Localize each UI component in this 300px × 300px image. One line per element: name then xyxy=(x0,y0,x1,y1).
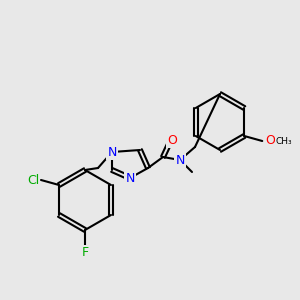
Text: CH₃: CH₃ xyxy=(275,136,292,146)
Text: Cl: Cl xyxy=(27,173,39,187)
Text: F: F xyxy=(81,247,88,260)
Text: O: O xyxy=(265,134,275,148)
Text: O: O xyxy=(167,134,177,146)
Text: N: N xyxy=(107,146,117,158)
Text: N: N xyxy=(175,154,185,166)
Text: N: N xyxy=(125,172,135,184)
